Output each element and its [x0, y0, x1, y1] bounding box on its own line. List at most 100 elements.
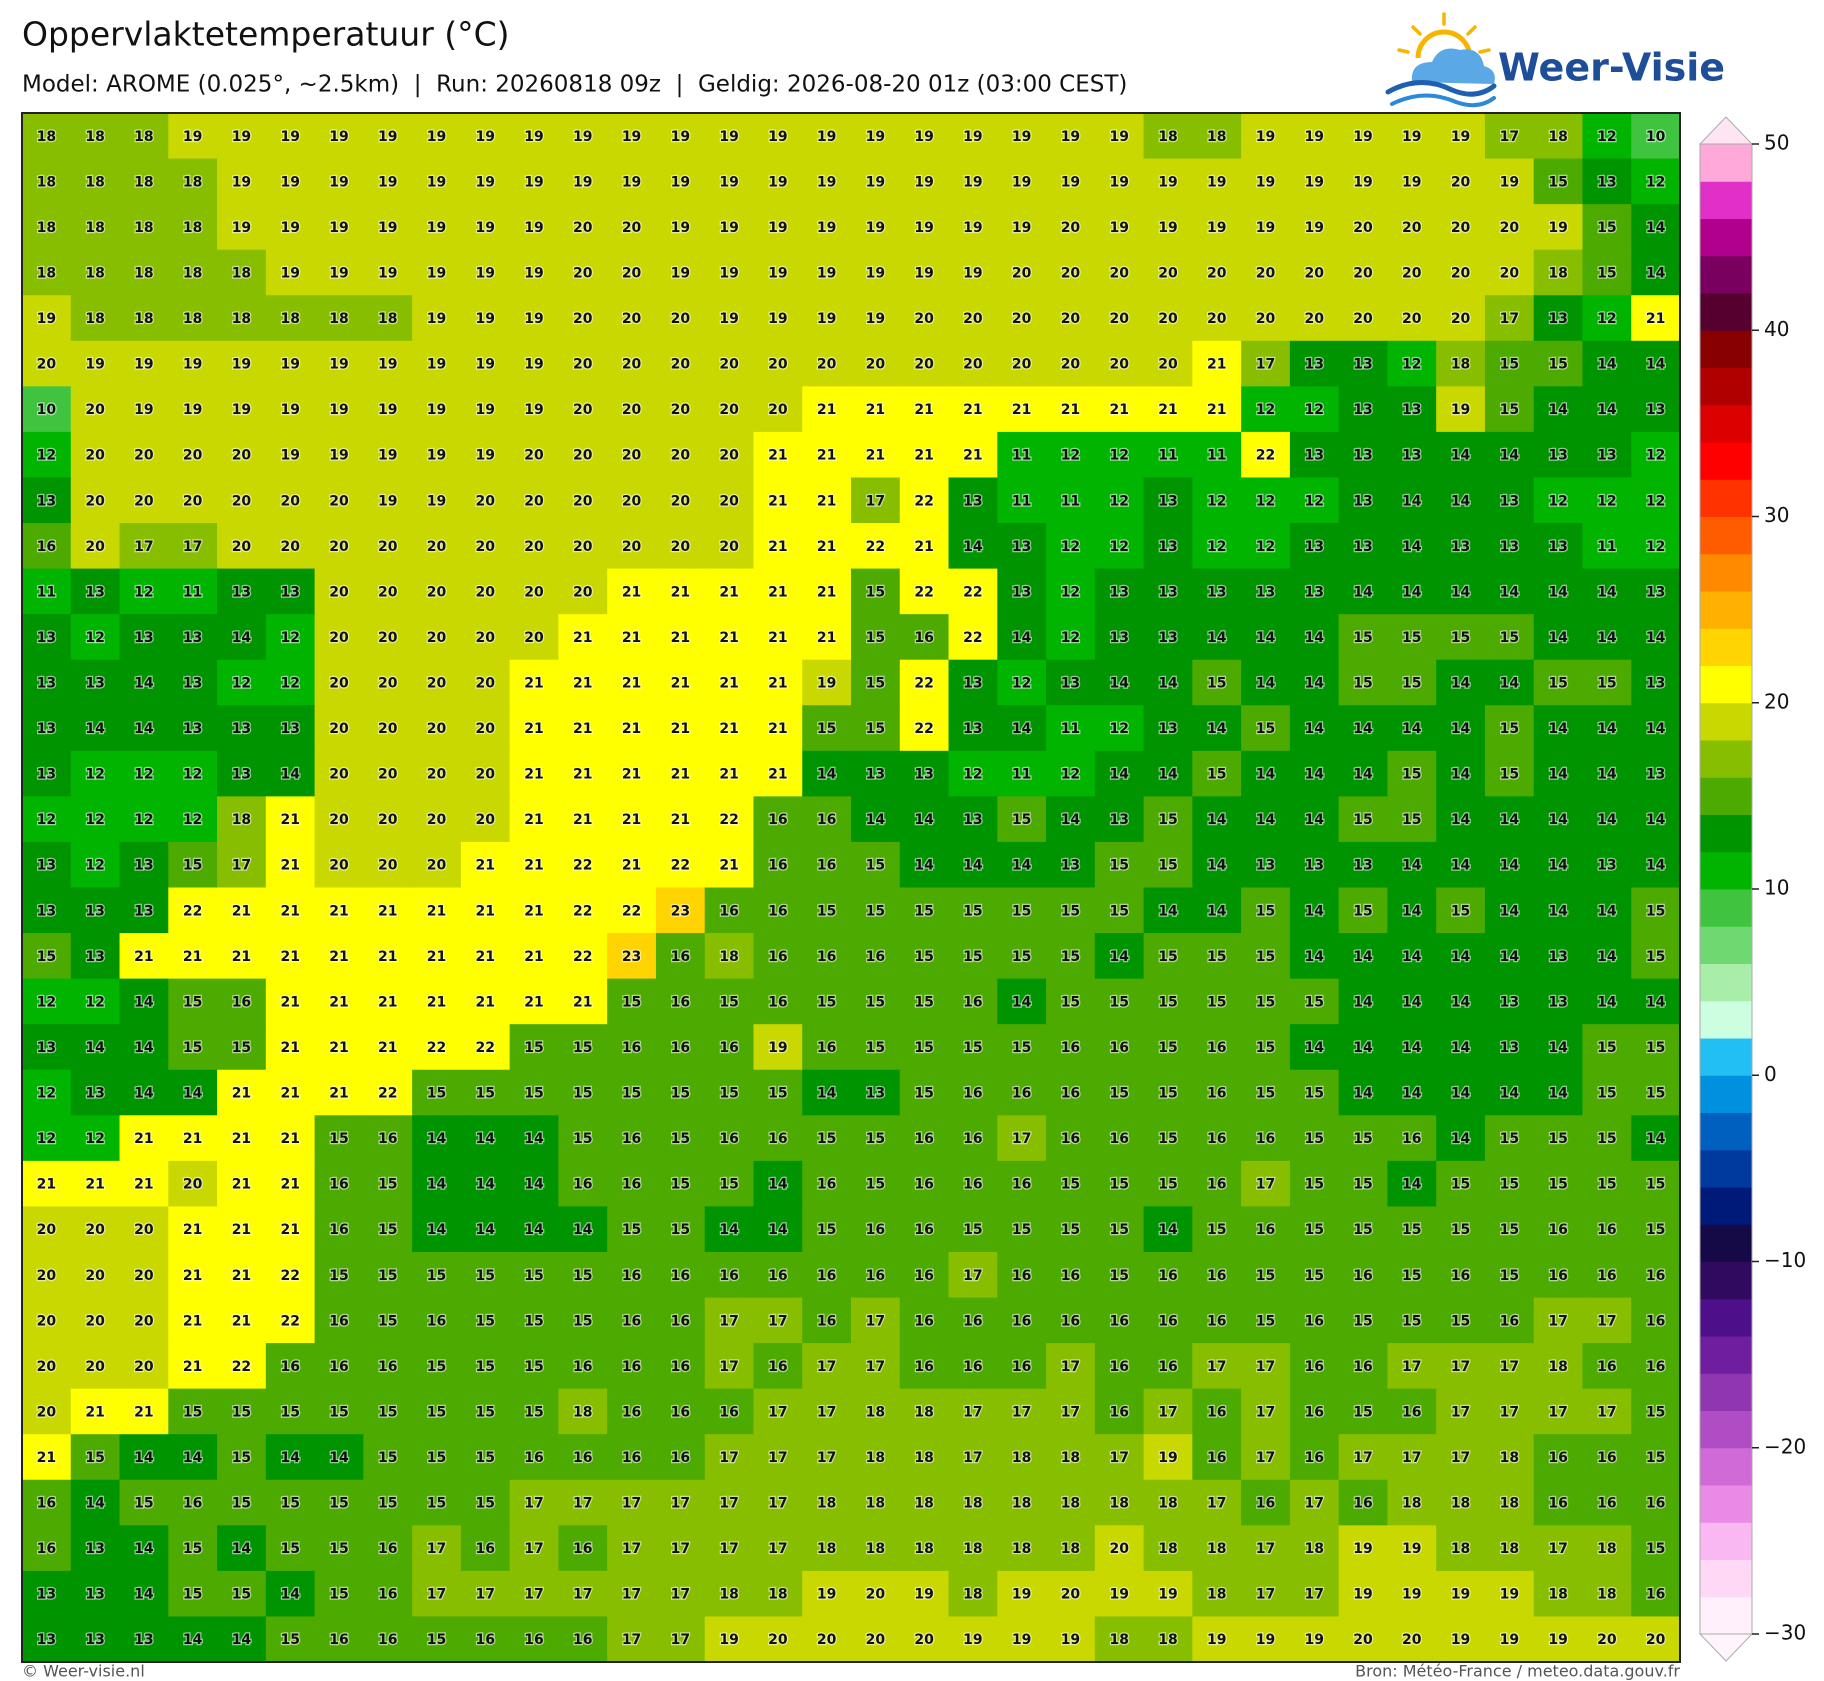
temp-cell — [1094, 933, 1145, 980]
temp-cell — [1241, 796, 1291, 843]
temp-cell — [1046, 659, 1096, 706]
temp-label: 20 — [524, 630, 544, 646]
temp-cell — [802, 1570, 852, 1617]
temp-label: 19 — [329, 265, 348, 281]
temp-cell — [1241, 204, 1291, 251]
temp-cell — [119, 614, 169, 661]
temp-label: 14 — [1305, 949, 1325, 965]
temp-label: 15 — [378, 1404, 397, 1420]
temp-label: 17 — [866, 1313, 885, 1329]
colorbar-band — [1700, 293, 1752, 331]
temp-cell — [607, 750, 657, 797]
temp-cell — [607, 158, 657, 205]
temp-label: 16 — [1353, 1268, 1372, 1284]
temp-label: 12 — [85, 767, 104, 783]
temp-label: 20 — [914, 357, 934, 373]
temp-label: 20 — [427, 812, 447, 828]
temp-label: 19 — [1500, 174, 1519, 190]
temp-cell — [1582, 887, 1632, 934]
temp-label: 14 — [1646, 630, 1666, 646]
temp-cell — [1338, 1251, 1388, 1299]
temp-cell — [1436, 1160, 1486, 1207]
temp-label: 17 — [1597, 1313, 1616, 1329]
temp-cell — [1338, 340, 1388, 387]
temp-cell — [22, 1343, 72, 1390]
temp-cell — [1241, 340, 1291, 387]
temp-label: 19 — [1061, 129, 1080, 145]
temp-cell — [1631, 1388, 1681, 1435]
temp-cell — [802, 477, 852, 524]
temp-cell — [217, 523, 267, 570]
temp-cell — [802, 933, 852, 980]
temp-label: 15 — [280, 1496, 299, 1512]
temp-cell — [655, 1115, 706, 1162]
temp-cell — [119, 1069, 169, 1116]
temp-cell — [997, 933, 1047, 980]
temp-cell — [1436, 841, 1486, 888]
temp-cell — [22, 1160, 72, 1207]
temp-cell — [217, 340, 267, 387]
temp-label: 15 — [1109, 1222, 1128, 1238]
temp-label: 19 — [329, 174, 348, 190]
temp-cell — [997, 1069, 1047, 1116]
temp-cell — [1143, 1251, 1193, 1299]
temp-cell — [704, 477, 754, 524]
temp-label: 15 — [378, 1177, 397, 1193]
temp-cell — [948, 659, 998, 706]
temp-cell — [1484, 1206, 1535, 1253]
temp-label: 21 — [866, 402, 885, 418]
temp-cell — [70, 1024, 121, 1071]
temp-cell — [1436, 1297, 1486, 1344]
temp-label: 15 — [1646, 903, 1665, 919]
temp-label: 16 — [1207, 1313, 1226, 1329]
temp-cell — [265, 523, 316, 570]
temp-cell — [460, 1479, 511, 1526]
temp-cell — [948, 841, 998, 888]
temp-label: 19 — [1548, 1632, 1567, 1648]
temp-cell — [1046, 113, 1096, 160]
temp-label: 19 — [914, 174, 933, 190]
temp-label: 15 — [280, 1541, 299, 1557]
temp-label: 15 — [1012, 1040, 1031, 1056]
temp-label: 20 — [719, 448, 739, 464]
temp-label: 20 — [329, 630, 349, 646]
temp-label: 14 — [1353, 994, 1373, 1010]
colorbar-tick-label: 50 — [1764, 131, 1789, 155]
temp-label: 21 — [183, 1268, 202, 1284]
temp-cell — [1046, 568, 1096, 615]
temp-label: 18 — [134, 220, 153, 236]
temp-label: 14 — [1451, 493, 1471, 509]
temp-label: 19 — [768, 1040, 787, 1056]
temp-cell — [119, 1115, 169, 1162]
temp-label: 15 — [378, 1222, 397, 1238]
temp-cell — [1338, 1343, 1388, 1390]
temp-cell — [607, 204, 657, 251]
temp-label: 15 — [622, 994, 641, 1010]
temp-cell — [168, 1251, 218, 1299]
temp-label: 16 — [768, 812, 787, 828]
colorbar-band — [1700, 889, 1752, 927]
temp-label: 18 — [37, 129, 56, 145]
temp-cell — [217, 1297, 267, 1344]
temp-label: 17 — [622, 1541, 641, 1557]
temp-label: 20 — [85, 448, 105, 464]
temp-cell — [1582, 249, 1632, 296]
temp-cell — [1046, 1160, 1096, 1207]
temp-cell — [412, 1388, 462, 1435]
temp-cell — [899, 1434, 950, 1481]
temp-cell — [1289, 523, 1340, 570]
temp-cell — [1582, 523, 1632, 570]
temp-cell — [948, 1343, 998, 1390]
temp-cell — [70, 1251, 121, 1299]
temp-cell — [168, 477, 218, 524]
temp-label: 19 — [1402, 1541, 1421, 1557]
temp-cell — [1533, 1570, 1583, 1617]
temp-label: 15 — [914, 1040, 933, 1056]
temp-cell — [314, 158, 364, 205]
temp-cell — [851, 1388, 901, 1435]
temp-cell — [655, 1388, 706, 1435]
temp-cell — [558, 158, 608, 205]
temp-cell — [363, 295, 413, 342]
temp-cell — [607, 113, 657, 160]
temp-label: 15 — [280, 1404, 299, 1420]
